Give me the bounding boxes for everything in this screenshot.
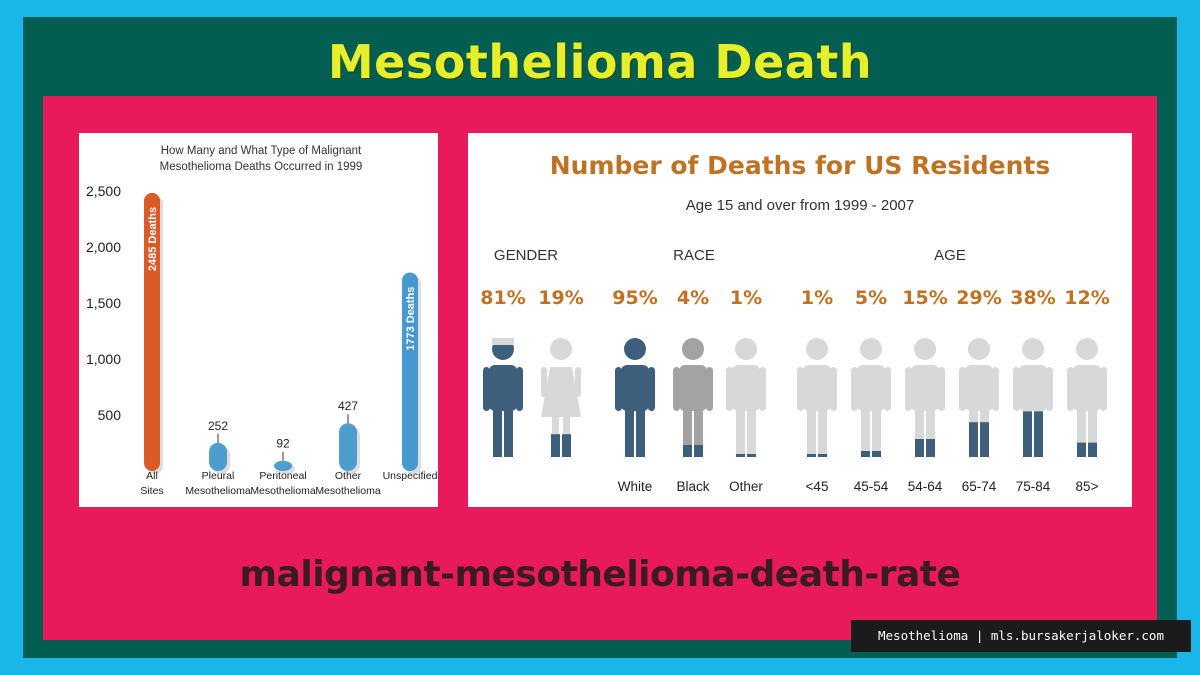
y-tick-label: 2,000 [86,239,121,255]
person-figure-icon [905,338,945,457]
bar-data-label: 1773 Deaths [405,287,417,351]
percent-label: 29% [956,287,1002,309]
person-figure-icon [797,338,837,457]
percent-label: 1% [729,287,763,309]
outer-frame: Mesothelioma Death How Many and What Typ… [23,17,1177,658]
category-label: Mesothelioma [315,485,381,497]
figure-category-label: 54-64 [907,479,943,494]
percent-label: 38% [1010,287,1056,309]
pictograph-title: Number of Deaths for US Residents [549,151,1051,180]
percent-label: 81% [480,287,526,309]
bar-data-label: 252 [208,419,228,433]
category-label: All [146,470,158,482]
bar [144,192,160,471]
y-tick-label: 1,500 [86,295,121,311]
bar [402,272,418,471]
pictograph-subtitle: Age 15 and over from 1999 - 2007 [685,197,915,214]
bar-data-label: 92 [276,437,290,451]
percent-label: 19% [538,287,584,309]
bar-data-label: 2485 Deaths [147,207,159,271]
figure-category-label: White [617,479,653,494]
y-tick-label: 500 [98,407,122,423]
bar [209,442,227,471]
percent-label: 1% [800,287,834,309]
bar [339,423,357,471]
category-label: Pleural [202,470,235,482]
bar-chart-bars: 2485 Deaths All Sites 252 Pleural Mesotheliom… [140,192,438,497]
female-figure-icon [541,338,581,457]
bar-chart-card: How Many and What Type of Malignant Meso… [79,133,438,507]
page-title: Mesothelioma Death [327,35,873,89]
group-label-gender: GENDER [493,247,559,264]
percent-label: 15% [902,287,948,309]
percent-label: 12% [1064,287,1110,309]
pictograph-card: Number of Deaths for US Residents Age 15… [468,133,1132,507]
category-label: Peritoneal [259,470,306,482]
figure-category-label: 65-74 [961,479,997,494]
bar-chart: How Many and What Type of Malignant Meso… [86,145,438,497]
percent-label: 95% [612,287,658,309]
person-figure-icon [1013,338,1053,457]
figure-category-label: 75-84 [1015,479,1051,494]
bar [274,460,292,471]
person-figure-icon [615,338,655,457]
figure-category-label: 85> [1075,479,1099,494]
person-figure-icon [959,338,999,457]
y-tick-label: 2,500 [86,183,121,199]
figure-category-label: 45-54 [853,479,889,494]
percent-label: 5% [854,287,888,309]
person-figure-icon [673,338,713,457]
group-label-age: AGE [934,247,966,264]
y-tick-label: 1,000 [86,351,121,367]
person-figure-icon [726,338,766,457]
category-label: Mesothelioma [250,485,316,497]
bar-chart-title-line2: Mesothelioma Deaths Occurred in 1999 [160,161,363,173]
category-label: Mesothelioma [185,485,251,497]
category-label: Unspecified [383,470,438,482]
bar-chart-title-line1: How Many and What Type of Malignant [161,145,362,157]
person-figure-icon [851,338,891,457]
group-label-race: RACE [673,247,715,264]
image-caption: malignant-mesothelioma-death-rate [239,554,961,595]
percent-label: 4% [676,287,710,309]
male-figure-icon [483,338,523,457]
figure-category-label: Black [676,479,710,494]
watermark-label: Mesothelioma | mls.bursakerjaloker.com [851,620,1191,652]
bar-chart-y-axis: 500 1,000 1,500 2,000 2,500 [86,183,121,423]
person-figure-icon [1067,338,1107,457]
category-label: Sites [140,485,163,497]
content-panel: How Many and What Type of Malignant Meso… [43,96,1157,640]
figure-category-label: Other [729,479,763,494]
pictograph-figures [483,338,1107,457]
figure-category-label: <45 [805,479,829,494]
bar-data-label: 427 [338,399,358,413]
category-label: Other [335,470,362,482]
